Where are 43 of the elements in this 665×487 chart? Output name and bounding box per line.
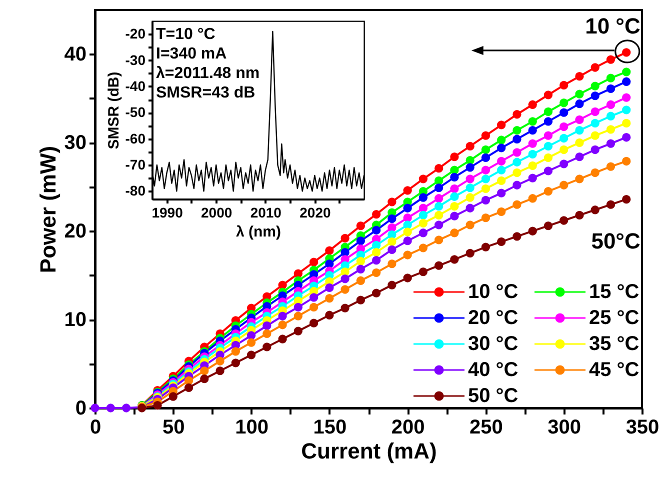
x-tick-label: 2020 [300,204,331,220]
annotation: SMSR=43 dB [156,84,256,102]
y-tick-label: 20 [64,220,86,243]
x-tick-label: 2010 [250,204,282,220]
x-tick-label: 0 [90,416,102,438]
y-axis-title: SMSR (dB) [105,72,122,150]
x-tick-label: 350 [626,416,660,438]
legend-label: 40 °C [468,359,518,381]
annotation: T=10 °C [156,26,216,43]
legend-label: 25 °C [589,307,640,329]
legend-label: 50 °C [468,385,518,407]
y-tick-label: -80 [125,182,146,199]
y-tick-label: -40 [125,78,146,94]
annotation: λ=2011.48 nm [156,65,260,82]
x-tick-label: 2000 [201,204,232,220]
annotation: 50°C [591,228,640,254]
x-axis-title: Current (mA) [301,438,437,464]
legend-label: 20 °C [468,307,518,329]
legend-label: 30 °C [468,333,518,355]
legend-label: 10 °C [468,281,518,303]
x-tick-label: 100 [235,416,268,438]
y-tick-label: 40 [64,44,86,66]
x-tick-label: 1990 [152,204,184,220]
y-tick-label: 0 [75,398,86,420]
y-tick-label: -20 [125,26,146,42]
x-tick-label: 300 [548,416,582,438]
legend-label: 35 °C [589,333,640,355]
y-tick-label: -60 [125,130,146,146]
y-tick-label: 10 [64,309,86,332]
y-axis-title: Power (mW) [35,146,60,274]
y-tick-label: 30 [64,132,86,154]
legend-label: 45 °C [589,359,640,381]
annotation: 10 °C [585,13,640,38]
x-tick-label: 150 [313,416,347,438]
y-tick-label: -50 [125,104,146,120]
annotation: I=340 mA [156,46,228,62]
x-tick-label: 50 [162,416,185,438]
x-tick-label: 200 [391,416,425,438]
legend-label: 15 °C [589,281,640,303]
y-tick-label: -30 [125,52,146,68]
x-tick-label: 250 [470,416,503,438]
x-axis-title: λ (nm) [236,224,282,240]
y-tick-label: -70 [125,156,146,172]
